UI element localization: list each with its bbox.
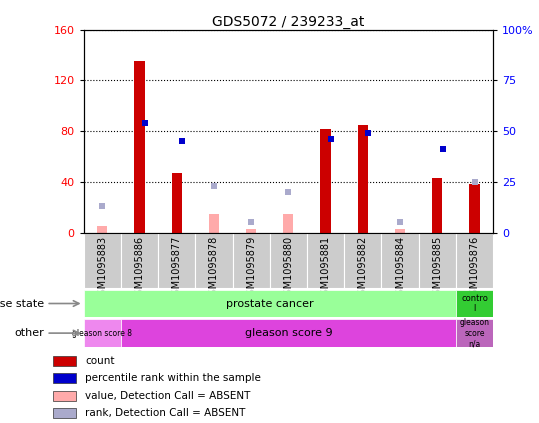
Text: count: count xyxy=(85,356,115,366)
Bar xyxy=(284,214,293,233)
Bar xyxy=(53,408,76,418)
Bar xyxy=(432,178,443,233)
Text: rank, Detection Call = ABSENT: rank, Detection Call = ABSENT xyxy=(85,408,246,418)
Bar xyxy=(469,184,480,233)
Text: disease state: disease state xyxy=(0,299,44,308)
Text: GSM1095878: GSM1095878 xyxy=(209,235,219,301)
Text: gleason score 8: gleason score 8 xyxy=(72,329,132,338)
Bar xyxy=(53,356,76,366)
FancyBboxPatch shape xyxy=(84,319,121,347)
Text: other: other xyxy=(15,328,44,338)
Text: GSM1095876: GSM1095876 xyxy=(469,235,480,301)
Bar xyxy=(53,391,76,401)
FancyBboxPatch shape xyxy=(456,319,493,347)
Text: percentile rank within the sample: percentile rank within the sample xyxy=(85,374,261,384)
FancyBboxPatch shape xyxy=(121,319,456,347)
Text: GSM1095880: GSM1095880 xyxy=(284,235,293,300)
Bar xyxy=(321,129,331,233)
Text: contro
l: contro l xyxy=(461,294,488,313)
Text: GSM1095885: GSM1095885 xyxy=(432,235,443,301)
FancyBboxPatch shape xyxy=(195,233,232,288)
Bar xyxy=(395,229,405,233)
Text: GSM1095877: GSM1095877 xyxy=(171,235,182,301)
FancyBboxPatch shape xyxy=(307,233,344,288)
Text: value, Detection Call = ABSENT: value, Detection Call = ABSENT xyxy=(85,391,251,401)
Bar xyxy=(358,125,368,233)
Text: GSM1095879: GSM1095879 xyxy=(246,235,256,301)
FancyBboxPatch shape xyxy=(419,233,456,288)
Text: GSM1095886: GSM1095886 xyxy=(134,235,144,300)
Bar xyxy=(171,173,182,233)
FancyBboxPatch shape xyxy=(158,233,195,288)
FancyBboxPatch shape xyxy=(84,290,456,317)
Text: GSM1095882: GSM1095882 xyxy=(358,235,368,301)
FancyBboxPatch shape xyxy=(270,233,307,288)
Bar xyxy=(209,214,219,233)
Text: gleason
score
n/a: gleason score n/a xyxy=(460,318,489,348)
Bar xyxy=(134,61,144,233)
FancyBboxPatch shape xyxy=(232,233,270,288)
Title: GDS5072 / 239233_at: GDS5072 / 239233_at xyxy=(212,14,364,29)
Text: GSM1095883: GSM1095883 xyxy=(97,235,107,300)
FancyBboxPatch shape xyxy=(382,233,419,288)
Bar xyxy=(97,226,107,233)
FancyBboxPatch shape xyxy=(84,233,121,288)
Bar xyxy=(53,374,76,384)
FancyBboxPatch shape xyxy=(344,233,382,288)
Text: prostate cancer: prostate cancer xyxy=(226,299,314,308)
FancyBboxPatch shape xyxy=(456,290,493,317)
Text: gleason score 9: gleason score 9 xyxy=(245,328,332,338)
Text: GSM1095881: GSM1095881 xyxy=(321,235,330,300)
FancyBboxPatch shape xyxy=(456,233,493,288)
Text: GSM1095884: GSM1095884 xyxy=(395,235,405,300)
FancyBboxPatch shape xyxy=(121,233,158,288)
Bar xyxy=(246,229,256,233)
